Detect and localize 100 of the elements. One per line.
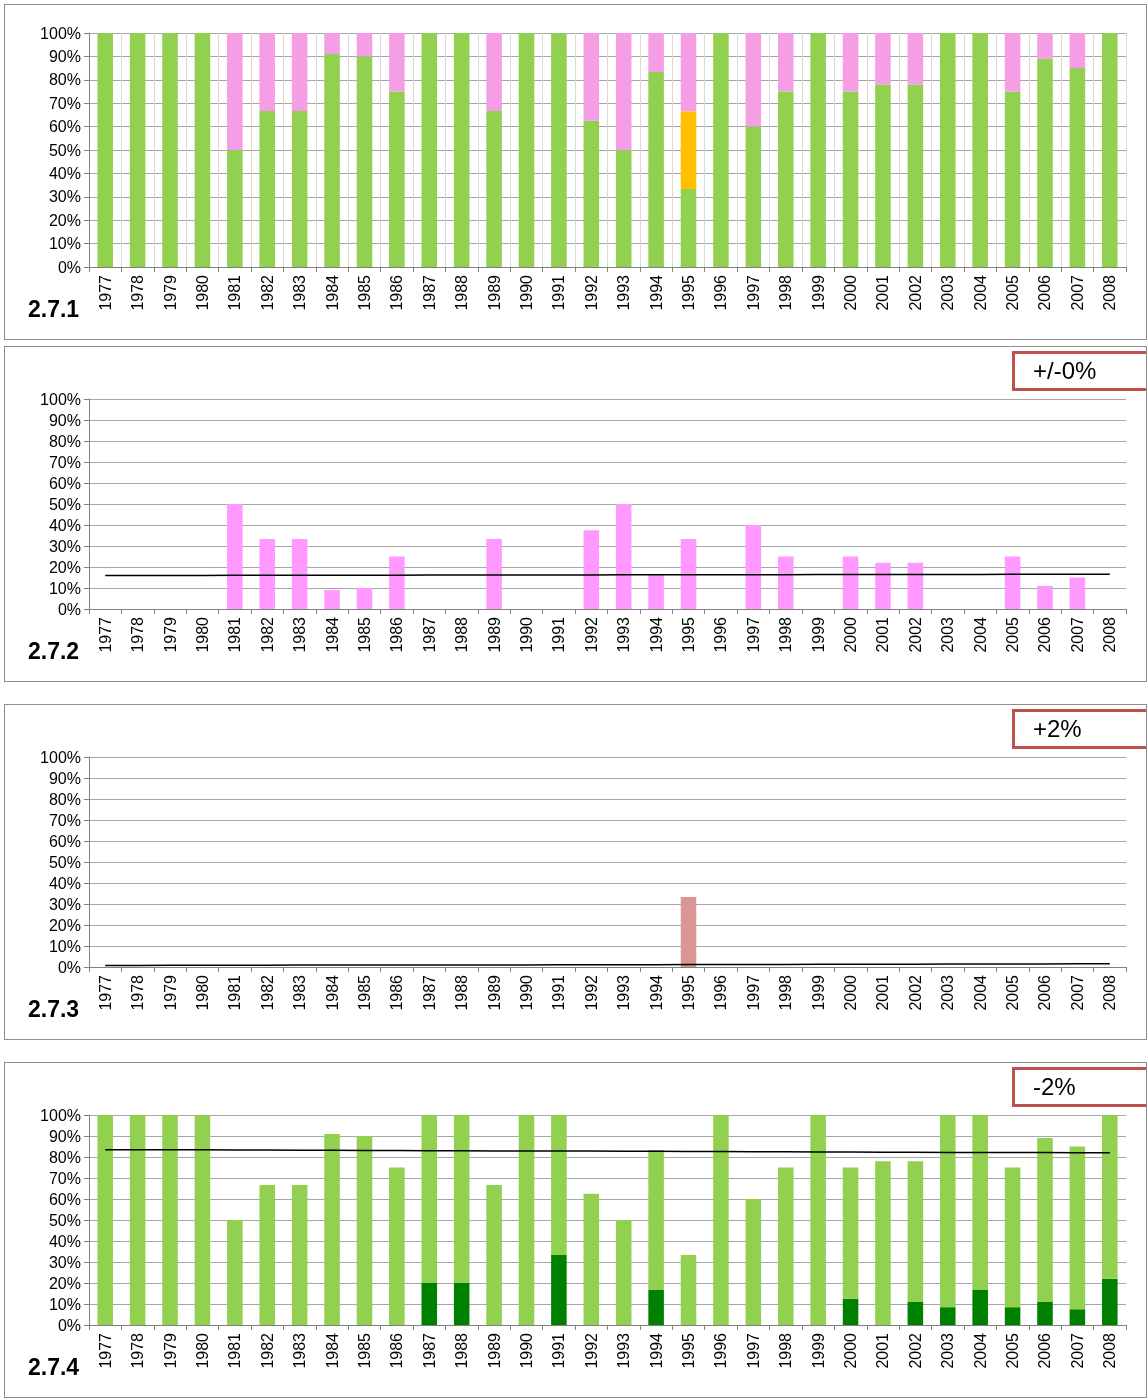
x-tick-label: 1980 — [193, 1332, 211, 1369]
x-tick-label: 1986 — [388, 274, 406, 311]
y-tick-label: 70% — [48, 94, 81, 112]
x-tick-label: 1997 — [744, 1332, 762, 1369]
x-tick-label: 1993 — [615, 616, 633, 653]
bar — [875, 33, 891, 85]
x-tick-label: 1987 — [420, 1332, 438, 1369]
x-tick-label: 1988 — [453, 1332, 471, 1369]
x-tick-label: 2007 — [1068, 974, 1086, 1011]
x-tick-label: 1986 — [388, 1332, 406, 1369]
y-tick-label: 100% — [40, 1106, 81, 1124]
bar — [324, 33, 340, 55]
x-tick-label: 1987 — [420, 274, 438, 311]
x-tick-label: 1998 — [777, 974, 795, 1011]
bar — [680, 111, 697, 190]
x-tick-label: 1998 — [777, 1332, 795, 1369]
y-tick-label: 50% — [48, 141, 81, 159]
bar — [810, 1115, 826, 1325]
y-tick-label: 80% — [48, 432, 81, 450]
bar — [842, 556, 859, 609]
bar — [648, 72, 664, 267]
bar — [875, 562, 891, 609]
bar — [194, 1115, 211, 1325]
bar — [1037, 58, 1053, 267]
bar — [551, 1255, 567, 1325]
text: +/-0% — [1012, 351, 1147, 391]
y-tick-label: 80% — [48, 71, 81, 89]
x-tick-label: 1998 — [777, 274, 795, 311]
bar — [421, 1283, 438, 1325]
x-tick-label: 1994 — [647, 974, 665, 1011]
y-tick-label: 0% — [57, 258, 81, 276]
y-tick-label: 30% — [48, 895, 81, 913]
x-tick-label: 1982 — [258, 274, 276, 311]
x-tick-label: 1995 — [680, 1332, 698, 1369]
x-tick-label: 2000 — [842, 274, 860, 311]
bar — [1102, 1278, 1118, 1325]
x-tick-label: 2007 — [1068, 616, 1086, 653]
x-tick-label: 1979 — [161, 616, 179, 653]
x-tick-label: 2008 — [1101, 616, 1119, 653]
bar — [907, 33, 924, 85]
bar — [291, 33, 308, 111]
bar — [1004, 91, 1021, 267]
bar — [777, 91, 794, 267]
bar — [939, 33, 956, 267]
bar — [1004, 1167, 1021, 1308]
x-tick-label: 1995 — [680, 274, 698, 311]
x-tick-label: 1991 — [550, 1332, 568, 1369]
x-tick-label: 1981 — [226, 274, 244, 311]
bar — [259, 1184, 276, 1325]
bar — [907, 84, 924, 267]
y-tick-label: 30% — [48, 188, 81, 206]
y-tick-label: 10% — [48, 937, 81, 955]
x-tick-label: 2003 — [939, 616, 957, 653]
y-tick-label: 90% — [48, 769, 81, 787]
y-tick-label: 60% — [48, 474, 81, 492]
x-tick-label: 2001 — [874, 274, 892, 311]
x-tick-label: 1990 — [517, 274, 535, 311]
x-tick-label: 2003 — [939, 1332, 957, 1369]
text: 2.7.4 — [28, 1353, 80, 1380]
bar — [518, 33, 535, 267]
bar — [259, 33, 276, 111]
y-tick-label: 90% — [48, 411, 81, 429]
x-tick-label: 1988 — [453, 274, 471, 311]
bar — [97, 33, 113, 267]
bar — [777, 556, 794, 609]
x-tick-label: 1994 — [647, 274, 665, 311]
x-tick-label: 2000 — [842, 974, 860, 1011]
x-tick-label: 2008 — [1101, 274, 1119, 311]
bar — [615, 150, 632, 267]
x-tick-label: 1982 — [258, 616, 276, 653]
y-tick-label: 90% — [48, 1127, 81, 1145]
bar — [583, 530, 600, 609]
y-tick-label: 90% — [48, 47, 81, 65]
x-tick-label: 1989 — [485, 974, 503, 1011]
x-tick-label: 1997 — [744, 274, 762, 311]
bar — [648, 573, 664, 609]
x-tick-label: 1982 — [258, 974, 276, 1011]
y-tick-label: 50% — [48, 853, 81, 871]
bar — [551, 1115, 567, 1256]
x-tick-label: 2006 — [1036, 974, 1054, 1011]
x-tick-label: 1980 — [193, 974, 211, 1011]
x-tick-label: 1993 — [615, 274, 633, 311]
x-tick-label: 2002 — [906, 274, 924, 311]
bar — [713, 1115, 729, 1325]
bar — [227, 1220, 243, 1325]
y-tick-label: 80% — [48, 790, 81, 808]
x-tick-label: 2005 — [1004, 1332, 1022, 1369]
x-tick-label: 2004 — [971, 974, 989, 1011]
bar — [194, 33, 211, 267]
y-tick-label: 0% — [57, 600, 81, 618]
x-tick-label: 2001 — [874, 1332, 892, 1369]
bar — [324, 54, 340, 267]
bar — [1037, 585, 1053, 609]
bar — [972, 33, 988, 267]
x-tick-label: 1989 — [485, 1332, 503, 1369]
bar — [680, 1255, 697, 1325]
bar — [615, 1220, 632, 1325]
bar — [291, 1184, 308, 1325]
x-tick-label: 1989 — [485, 616, 503, 653]
x-tick-label: 1985 — [355, 274, 373, 311]
